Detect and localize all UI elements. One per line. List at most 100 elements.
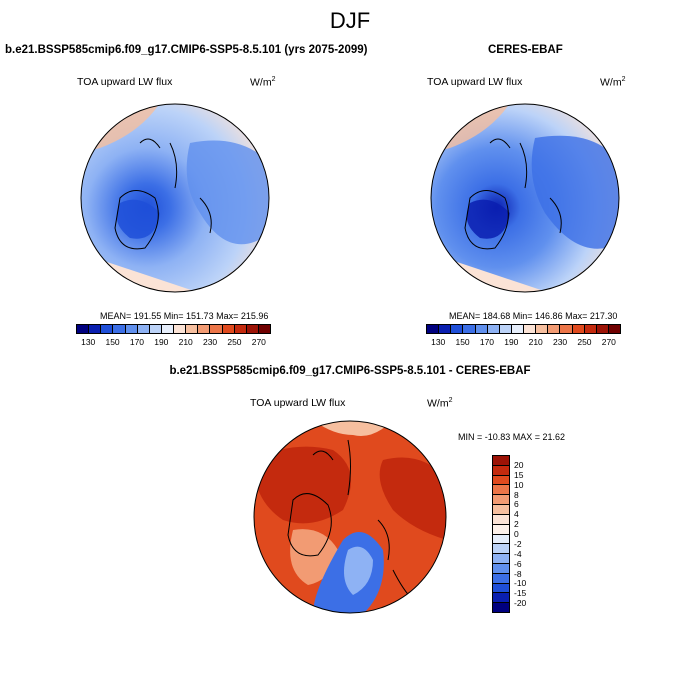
- diff-polar-map: [253, 420, 447, 614]
- model-units-base: W/m: [250, 76, 272, 89]
- model-colorbar-tick-label: 190: [154, 337, 169, 347]
- obs-colorbar-tick-label: 150: [455, 337, 470, 347]
- model-colorbar-swatch: [174, 325, 187, 333]
- diff-field-label: TOA upward LW flux: [250, 397, 346, 409]
- model-colorbar: [76, 324, 271, 334]
- obs-colorbar-tick-label: 250: [577, 337, 592, 347]
- diff-colorbar-tick-label: 15: [514, 469, 524, 480]
- obs-coastlines: [464, 138, 562, 250]
- obs-colorbar-ticks: 130 150 170 190 210 230 250 270: [426, 337, 621, 349]
- obs-colorbar: [426, 324, 621, 334]
- diff-colorbar-swatch: [493, 456, 509, 466]
- obs-colorbar-swatch: [584, 325, 597, 333]
- model-colorbar-swatch: [186, 325, 199, 333]
- diff-stats: MIN = -10.83 MAX = 21.62: [458, 432, 566, 442]
- diff-colorbar-tick-label: -10: [514, 578, 527, 589]
- diff-colorbar-swatch: [493, 485, 509, 496]
- diff-units: W/m2: [427, 397, 452, 410]
- diff-colorbar-swatch: [493, 593, 509, 604]
- obs-colorbar-swatch: [536, 325, 549, 333]
- diff-colorbar-swatch: [493, 563, 509, 574]
- model-colorbar-swatch: [210, 325, 223, 333]
- diff-coastlines: [287, 439, 414, 601]
- model-coastlines: [114, 138, 212, 250]
- obs-map-border: [430, 103, 620, 293]
- diff-colorbar-swatch: [493, 603, 509, 612]
- model-colorbar-tick-label: 150: [105, 337, 120, 347]
- diff-colorbar-swatch: [493, 534, 509, 545]
- obs-polar-map: [430, 103, 620, 293]
- diff-colorbar-swatch: [493, 544, 509, 555]
- model-colorbar-tick-label: 210: [178, 337, 193, 347]
- diff-colorbar-tick-label: 10: [514, 479, 524, 490]
- diff-colorbar-tick-label: 2: [514, 519, 519, 530]
- model-units: W/m2: [250, 76, 275, 89]
- model-colorbar-swatch: [234, 325, 247, 333]
- model-map-border: [80, 103, 270, 293]
- obs-panel-title: CERES-EBAF: [488, 44, 563, 56]
- diff-map-border: [253, 420, 447, 614]
- model-colorbar-swatch: [125, 325, 138, 333]
- model-colorbar-ticks: 130 150 170 190 210 230 250 270: [76, 337, 271, 349]
- obs-colorbar-tick-label: 190: [504, 337, 519, 347]
- obs-units-base: W/m: [600, 76, 622, 89]
- model-colorbar-swatch: [222, 325, 235, 333]
- obs-colorbar-swatch: [439, 325, 452, 333]
- obs-colorbar-swatch: [596, 325, 609, 333]
- obs-colorbar-swatch: [451, 325, 464, 333]
- diff-colorbar-tick-label: -20: [514, 598, 527, 609]
- model-panel-title: b.e21.BSSP585cmip6.f09_g17.CMIP6-SSP5-8.…: [5, 44, 368, 56]
- obs-colorbar-swatch: [427, 325, 440, 333]
- diff-colorbar-swatch: [493, 465, 509, 476]
- diff-colorbar-tick-label: -2: [514, 538, 522, 549]
- diff-colorbar-tick-label: 20: [514, 459, 524, 470]
- diff-colorbar: [492, 455, 510, 613]
- obs-colorbar-tick-label: 170: [479, 337, 495, 347]
- diff-colorbar-ticks: 20 15 10 8 6 4 2 0 -2 -4 -6 -8 -10 -15 -20: [514, 455, 544, 613]
- obs-colorbar-tick-label: 270: [601, 337, 616, 347]
- obs-colorbar-swatch: [560, 325, 573, 333]
- obs-colorbar-swatch: [475, 325, 488, 333]
- model-stats: MEAN= 191.55 Min= 151.73 Max= 215.96: [100, 311, 269, 321]
- obs-colorbar-tick-label: 230: [552, 337, 568, 347]
- model-colorbar-swatch: [77, 325, 90, 333]
- model-polar-map: [80, 103, 270, 293]
- diff-colorbar-tick-label: -4: [514, 548, 522, 559]
- model-colorbar-swatch: [149, 325, 162, 333]
- diff-colorbar-swatch: [493, 514, 509, 525]
- model-field-label: TOA upward LW flux: [77, 76, 173, 88]
- obs-stats: MEAN= 184.68 Min= 146.86 Max= 217.30: [449, 311, 618, 321]
- diff-colorbar-tick-label: 4: [514, 509, 519, 520]
- obs-colorbar-tick-label: 210: [528, 337, 543, 347]
- model-colorbar-swatch: [198, 325, 211, 333]
- obs-colorbar-swatch: [548, 325, 561, 333]
- model-colorbar-tick-label: 250: [227, 337, 242, 347]
- model-colorbar-tick-label: 170: [129, 337, 145, 347]
- obs-units-exp: 2: [621, 76, 626, 83]
- model-colorbar-swatch: [246, 325, 259, 333]
- obs-colorbar-swatch: [487, 325, 500, 333]
- diff-colorbar-tick-label: 0: [514, 529, 519, 539]
- diff-colorbar-swatch: [493, 475, 509, 486]
- model-colorbar-tick-label: 230: [202, 337, 218, 347]
- model-colorbar-swatch: [258, 325, 270, 333]
- model-colorbar-swatch: [101, 325, 114, 333]
- model-colorbar-swatch: [161, 325, 174, 333]
- diff-colorbar-swatch: [493, 505, 509, 515]
- obs-colorbar-swatch: [572, 325, 585, 333]
- diff-colorbar-tick-label: -8: [514, 568, 522, 579]
- obs-colorbar-swatch: [499, 325, 512, 333]
- diff-colorbar-swatch: [493, 573, 509, 584]
- diff-colorbar-tick-label: -15: [514, 588, 527, 599]
- model-colorbar-tick-label: 130: [81, 337, 96, 347]
- diff-colorbar-tick-label: 8: [514, 489, 519, 500]
- diff-colorbar-swatch: [493, 524, 509, 535]
- diff-colorbar-tick-label: 6: [514, 499, 519, 510]
- model-units-exp: 2: [271, 76, 276, 83]
- diff-units-exp: 2: [448, 397, 453, 404]
- obs-colorbar-swatch: [608, 325, 620, 333]
- model-colorbar-tick-label: 270: [251, 337, 266, 347]
- obs-colorbar-tick-label: 130: [431, 337, 446, 347]
- obs-colorbar-swatch: [463, 325, 476, 333]
- diff-colorbar-tick-label: -6: [514, 558, 522, 569]
